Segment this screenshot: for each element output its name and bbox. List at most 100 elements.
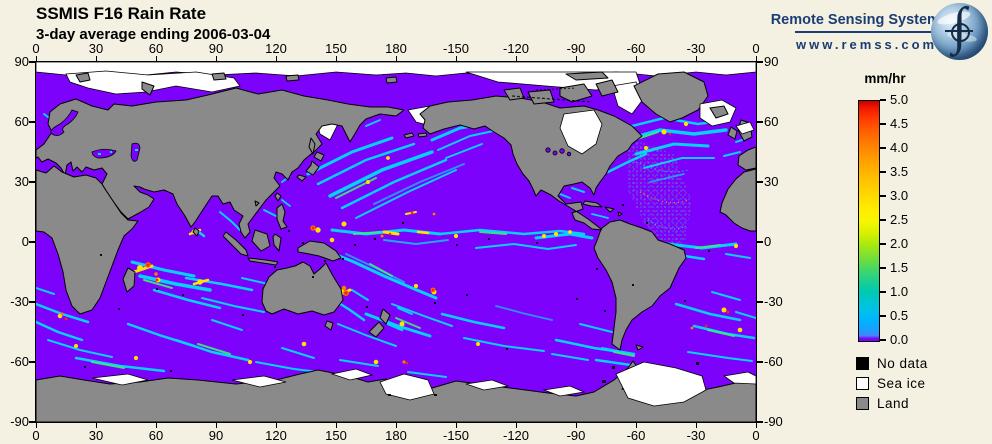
colorbar-tick — [880, 171, 886, 173]
legend-label: No data — [877, 356, 928, 371]
inland-seas — [50, 109, 572, 162]
remss-logo-name: Remote Sensing Systems — [770, 12, 948, 28]
lat-tick-left — [29, 61, 35, 63]
lon-tick-bottom — [635, 422, 637, 428]
colorbar-tick-label: 4.0 — [890, 140, 909, 155]
lat-label-left: -90 — [10, 414, 29, 429]
colorbar-tick — [880, 315, 886, 317]
hudson-bay-ice — [559, 109, 603, 155]
land-japan-hokkaido — [313, 151, 325, 162]
lat-label-left: -60 — [10, 354, 29, 369]
lon-label-bottom: -90 — [566, 428, 586, 443]
land-borneo — [251, 229, 271, 252]
legend-label: Land — [877, 396, 910, 411]
land-iberia-france — [737, 146, 756, 171]
remss-url-link[interactable]: www.remss.com — [796, 37, 938, 52]
land-hainan — [254, 200, 260, 207]
legend-label: Sea ice — [877, 376, 926, 391]
land-wrangel — [385, 76, 398, 84]
lon-tick-bottom — [155, 422, 157, 428]
land-taiwan — [274, 192, 282, 202]
colorbar-tick — [880, 99, 886, 101]
land-aleutians — [403, 132, 415, 139]
lon-label-bottom: 90 — [208, 428, 224, 443]
lon-tick-top — [455, 56, 457, 62]
land-svalbard — [75, 72, 91, 83]
great-lake — [552, 150, 558, 156]
lon-tick-bottom — [695, 422, 697, 428]
lon-label-bottom: -120 — [502, 428, 530, 443]
colorbar-tick — [880, 147, 886, 149]
land-south-america — [593, 219, 687, 351]
lon-label-bottom: 150 — [325, 428, 347, 443]
lon-label-bottom: -30 — [686, 428, 706, 443]
lon-label-bottom: 120 — [265, 428, 287, 443]
lon-tick-bottom — [95, 422, 97, 428]
lat-label-right: 0 — [764, 234, 772, 249]
logo-underline — [795, 31, 948, 33]
antarctic-ice-fringe — [330, 368, 374, 381]
great-lake — [559, 148, 565, 154]
lon-tick-top — [695, 56, 697, 62]
land-newguinea — [297, 240, 342, 262]
colorbar-tick — [880, 123, 886, 125]
earth-globe-icon: ∫ — [931, 0, 988, 60]
lon-label-top: 180 — [385, 41, 407, 56]
lon-label-top: 120 — [265, 41, 287, 56]
lon-tick-top — [755, 56, 757, 62]
lon-label-top: 90 — [208, 41, 224, 56]
lon-tick-top — [275, 56, 277, 62]
lon-label-bottom: 30 — [88, 428, 104, 443]
lon-tick-top — [35, 56, 37, 62]
lon-label-bottom: -60 — [626, 428, 646, 443]
land-cuba — [582, 200, 603, 208]
lat-label-right: 90 — [764, 54, 779, 69]
lat-tick-left — [29, 181, 35, 183]
lon-tick-top — [335, 56, 337, 62]
lat-label-right: -60 — [764, 354, 783, 369]
lon-label-top: -120 — [502, 41, 530, 56]
land-arctic-island — [565, 71, 609, 81]
lat-label-left: 0 — [21, 234, 29, 249]
lat-tick-left — [29, 421, 35, 423]
legend-swatch — [856, 357, 869, 370]
lon-tick-top — [95, 56, 97, 62]
ne-atlantic-ice — [735, 121, 755, 135]
lon-tick-bottom — [35, 422, 37, 428]
colorbar-tick-label: 2.0 — [890, 236, 909, 251]
globe-crosshair-ring — [951, 23, 970, 42]
lat-tick-right — [757, 421, 763, 423]
lon-tick-top — [575, 56, 577, 62]
globe-crosshair-bar — [945, 30, 973, 32]
colorbar-tick-label: 0.0 — [890, 332, 909, 347]
land-iceland — [709, 105, 729, 119]
lon-tick-bottom — [455, 422, 457, 428]
colorbar-tick-label: 3.0 — [890, 188, 909, 203]
land-japan-honshu — [305, 160, 320, 176]
land-hispaniola — [604, 206, 615, 213]
lon-tick-bottom — [515, 422, 517, 428]
lon-tick-top — [635, 56, 637, 62]
land-nz-south — [368, 321, 385, 338]
land-sulawesi — [272, 233, 282, 252]
lon-label-top: 150 — [325, 41, 347, 56]
colorbar-tick-label: 1.0 — [890, 284, 909, 299]
colorbar-tick-label: 5.0 — [890, 92, 909, 107]
weddell-sea-ice — [615, 361, 707, 407]
lon-tick-bottom — [755, 422, 757, 428]
antarctic-ice-fringe — [231, 375, 287, 388]
lon-tick-top — [215, 56, 217, 62]
colorbar-tick-label: 3.5 — [890, 164, 909, 179]
lat-tick-right — [757, 301, 763, 303]
land-philippines — [276, 203, 288, 230]
land-severnaya — [211, 72, 227, 81]
colorbar-title: mm/hr — [864, 71, 906, 86]
lon-label-top: 60 — [148, 41, 164, 56]
land-africa-west — [719, 168, 756, 232]
colorbar-tick — [880, 291, 886, 293]
lon-tick-bottom — [395, 422, 397, 428]
rain-streaks-cyan — [36, 113, 756, 378]
lat-label-right: 30 — [764, 174, 779, 189]
lon-label-bottom: 0 — [32, 428, 40, 443]
lon-label-top: 0 — [752, 41, 760, 56]
